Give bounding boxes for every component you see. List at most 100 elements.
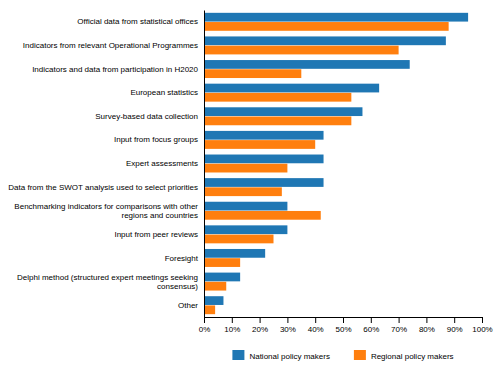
- bar: [204, 305, 215, 314]
- tick-mark: [482, 317, 483, 323]
- bar: [204, 202, 287, 211]
- bar: [204, 282, 226, 291]
- tick: 100%: [472, 317, 492, 334]
- tick: Benchmarking indicators for comparisons …: [14, 202, 204, 220]
- bar: [204, 13, 468, 22]
- tick: 40%: [308, 317, 324, 334]
- tick: Input from focus groups: [114, 135, 204, 144]
- tick: Survey-based data collection: [95, 112, 204, 121]
- tick: Input from peer reviews: [114, 230, 204, 239]
- tick: 60%: [363, 317, 379, 334]
- legend-item: Regional policy makers: [354, 350, 454, 361]
- bar: [204, 107, 362, 116]
- tick: 30%: [280, 317, 296, 334]
- bars: [204, 13, 468, 314]
- bar: [204, 46, 399, 55]
- tick-label: Other: [178, 301, 198, 310]
- tick: 0%: [199, 317, 211, 334]
- bar: [204, 273, 240, 282]
- tick: 20%: [252, 317, 268, 334]
- bar: [204, 84, 379, 93]
- tick-label-line: consensus): [157, 282, 198, 291]
- tick-label: Indicators and data from participation i…: [32, 65, 198, 74]
- tick-label-line: Other: [178, 301, 198, 310]
- bar: [204, 178, 324, 187]
- tick-mark: [260, 317, 261, 323]
- tick-label-line: Official data from statistical offices: [77, 17, 198, 26]
- tick-label-line: Input from peer reviews: [114, 230, 198, 239]
- tick: Data from the SWOT analysis used to sele…: [8, 183, 204, 192]
- legend-swatch: [232, 350, 244, 360]
- tick-label-line: Survey-based data collection: [95, 112, 198, 121]
- tick-label-line: Expert assessments: [126, 159, 198, 168]
- tick-mark: [204, 317, 205, 323]
- tick-label-line: Data from the SWOT analysis used to sele…: [8, 183, 198, 192]
- tick-label: 40%: [308, 325, 324, 334]
- legend-item: National policy makers: [232, 350, 329, 361]
- tick-mark: [454, 317, 455, 323]
- chart: 0% 10% 20% 30% 40% 50% 60% 70% 80% 90% 100% Officia…: [0, 0, 500, 375]
- tick: Foresight: [165, 254, 204, 263]
- tick-label: Foresight: [165, 254, 199, 263]
- bar: [204, 36, 446, 45]
- tick-label-line: European statistics: [130, 88, 198, 97]
- bar: [204, 131, 324, 140]
- bar: [204, 235, 274, 244]
- tick-label: 90%: [447, 325, 463, 334]
- bar: [204, 155, 324, 164]
- tick-label-line: Benchmarking indicators for comparisons …: [14, 202, 198, 211]
- tick-label: Data from the SWOT analysis used to sele…: [8, 183, 198, 192]
- tick-mark: [371, 317, 372, 323]
- tick-label: 70%: [391, 325, 407, 334]
- tick: 50%: [335, 317, 351, 334]
- tick: Official data from statistical offices: [77, 17, 204, 26]
- tick-label: 60%: [363, 325, 379, 334]
- tick-label: 10%: [224, 325, 240, 334]
- tick-mark: [287, 317, 288, 323]
- bar: [204, 140, 315, 149]
- tick-label-line: Indicators and data from participation i…: [32, 65, 198, 74]
- bar: [204, 249, 265, 258]
- legend-label: National policy makers: [249, 352, 329, 361]
- tick-label-line: Indicators from relevant Operational Pro…: [23, 41, 198, 50]
- tick: 70%: [391, 317, 407, 334]
- tick-mark: [232, 317, 233, 323]
- tick-label-line: Foresight: [165, 254, 199, 263]
- bar: [204, 69, 301, 78]
- tick: Delphi method (structured expert meeting…: [17, 273, 204, 291]
- tick-label: Expert assessments: [126, 159, 198, 168]
- bar: [204, 164, 287, 173]
- tick-label: 80%: [419, 325, 435, 334]
- bar: [204, 22, 449, 31]
- y-axis: Official data from statistical offices In…: [8, 11, 204, 318]
- x-axis: 0% 10% 20% 30% 40% 50% 60% 70% 80% 90% 100%: [199, 317, 493, 334]
- tick: Expert assessments: [126, 159, 204, 168]
- tick-label: 50%: [335, 325, 351, 334]
- tick-label: Delphi method (structured expert meeting…: [17, 273, 198, 291]
- bar: [204, 296, 223, 305]
- tick-mark: [426, 317, 427, 323]
- tick-mark: [315, 317, 316, 323]
- axis-line: [204, 11, 205, 318]
- tick: 80%: [419, 317, 435, 334]
- bar: [204, 211, 321, 220]
- tick-label: 30%: [280, 325, 296, 334]
- tick: 90%: [447, 317, 463, 334]
- tick-label: 20%: [252, 325, 268, 334]
- tick-label: Input from peer reviews: [114, 230, 198, 239]
- tick: European statistics: [130, 88, 204, 97]
- tick-label: Indicators from relevant Operational Pro…: [23, 41, 198, 50]
- tick: Indicators and data from participation i…: [32, 65, 204, 74]
- tick-label: Benchmarking indicators for comparisons …: [14, 202, 198, 220]
- bar: [204, 60, 410, 69]
- bar: [204, 93, 351, 102]
- bar: [204, 225, 287, 234]
- tick-label-line: Delphi method (structured expert meeting…: [17, 273, 198, 282]
- tick: Indicators from relevant Operational Pro…: [23, 41, 204, 50]
- legend-label: Regional policy makers: [371, 352, 454, 361]
- tick: 10%: [224, 317, 240, 334]
- tick-mark: [343, 317, 344, 323]
- tick-mark: [399, 317, 400, 323]
- legend-swatch: [354, 350, 366, 360]
- bar: [204, 258, 240, 267]
